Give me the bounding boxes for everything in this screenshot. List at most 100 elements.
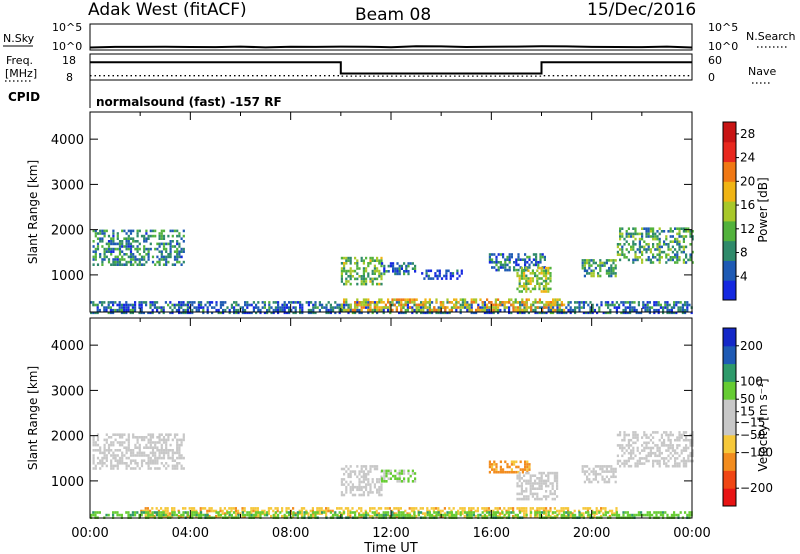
data-cell — [311, 509, 314, 513]
data-cell — [138, 247, 141, 251]
data-cell — [114, 459, 117, 462]
data-cell — [136, 234, 139, 238]
data-cell — [682, 248, 685, 251]
data-cell — [356, 267, 359, 270]
data-cell — [547, 287, 550, 291]
data-cell — [129, 467, 133, 470]
data-cell — [637, 511, 640, 514]
data-cell — [197, 513, 200, 517]
data-cell — [140, 436, 144, 439]
data-cell — [283, 308, 286, 312]
data-cell — [470, 303, 473, 307]
data-cell — [149, 433, 152, 436]
data-cell — [158, 245, 161, 248]
data-cell — [486, 303, 489, 307]
data-cell — [517, 263, 520, 267]
data-cell — [521, 301, 524, 304]
data-cell — [107, 258, 111, 261]
data-cell — [560, 308, 563, 312]
data-cell — [422, 311, 425, 315]
data-cell — [156, 242, 159, 246]
data-cell — [154, 446, 157, 449]
data-cell — [389, 477, 392, 480]
data-cell — [665, 243, 668, 246]
data-cell — [321, 511, 324, 514]
data-cell — [658, 454, 661, 458]
data-cell — [654, 232, 657, 236]
x-tick-label: 12:00 — [372, 526, 409, 541]
data-cell — [632, 240, 635, 243]
data-cell — [228, 308, 231, 312]
data-cell — [402, 511, 405, 514]
data-cell — [197, 306, 200, 309]
power-plot-bg — [90, 112, 692, 312]
data-cell — [167, 433, 170, 436]
data-cell — [504, 460, 507, 464]
data-cell — [349, 465, 352, 468]
data-cell — [660, 457, 663, 460]
data-cell — [176, 451, 179, 455]
data-cell — [268, 303, 271, 307]
data-cell — [602, 311, 605, 315]
data-cell — [674, 256, 677, 259]
data-cell — [461, 303, 464, 307]
data-cell — [487, 509, 490, 513]
data-cell — [435, 308, 438, 312]
data-cell — [349, 488, 352, 492]
data-cell — [499, 465, 502, 469]
data-cell — [403, 469, 406, 473]
data-cell — [367, 470, 370, 473]
data-cell — [167, 253, 170, 256]
data-cell — [94, 441, 97, 444]
data-cell — [107, 240, 111, 243]
data-cell — [525, 490, 528, 493]
data-cell — [195, 308, 198, 312]
data-cell — [538, 471, 541, 475]
data-cell — [596, 311, 599, 315]
data-cell — [230, 306, 233, 309]
data-cell — [143, 454, 146, 457]
data-cell — [426, 509, 429, 513]
data-cell — [612, 470, 615, 473]
data-cell — [481, 507, 484, 510]
data-cell — [244, 301, 247, 304]
data-cell — [415, 507, 418, 510]
x-tick-label: 20:00 — [573, 526, 610, 541]
data-cell — [641, 449, 644, 452]
data-cell — [466, 308, 469, 312]
data-cell — [263, 512, 266, 515]
data-cell — [685, 253, 688, 256]
data-cell — [525, 303, 528, 307]
data-cell — [285, 511, 288, 514]
data-cell — [388, 507, 391, 510]
data-cell — [506, 465, 509, 469]
data-cell — [518, 285, 521, 288]
data-cell — [331, 509, 334, 513]
data-cell — [514, 301, 517, 304]
data-cell — [140, 513, 143, 517]
data-cell — [646, 301, 649, 304]
data-cell — [497, 303, 500, 307]
data-cell — [427, 269, 430, 273]
data-cell — [658, 248, 661, 251]
data-cell — [623, 253, 626, 256]
data-cell — [517, 465, 520, 469]
data-cell — [470, 308, 473, 312]
data-cell — [603, 465, 606, 468]
data-cell — [162, 451, 166, 455]
data-cell — [343, 282, 346, 286]
data-cell — [125, 467, 128, 470]
data-cell — [528, 266, 531, 269]
data-cell — [560, 303, 563, 307]
data-cell — [689, 459, 692, 463]
data-cell — [285, 507, 288, 510]
data-cell — [116, 433, 119, 436]
data-cell — [129, 250, 133, 253]
data-cell — [143, 234, 146, 238]
data-cell — [162, 247, 166, 251]
data-cell — [691, 261, 694, 264]
data-cell — [338, 511, 341, 514]
data-cell — [669, 441, 672, 445]
data-cell — [630, 245, 633, 249]
data-cell — [365, 511, 368, 514]
